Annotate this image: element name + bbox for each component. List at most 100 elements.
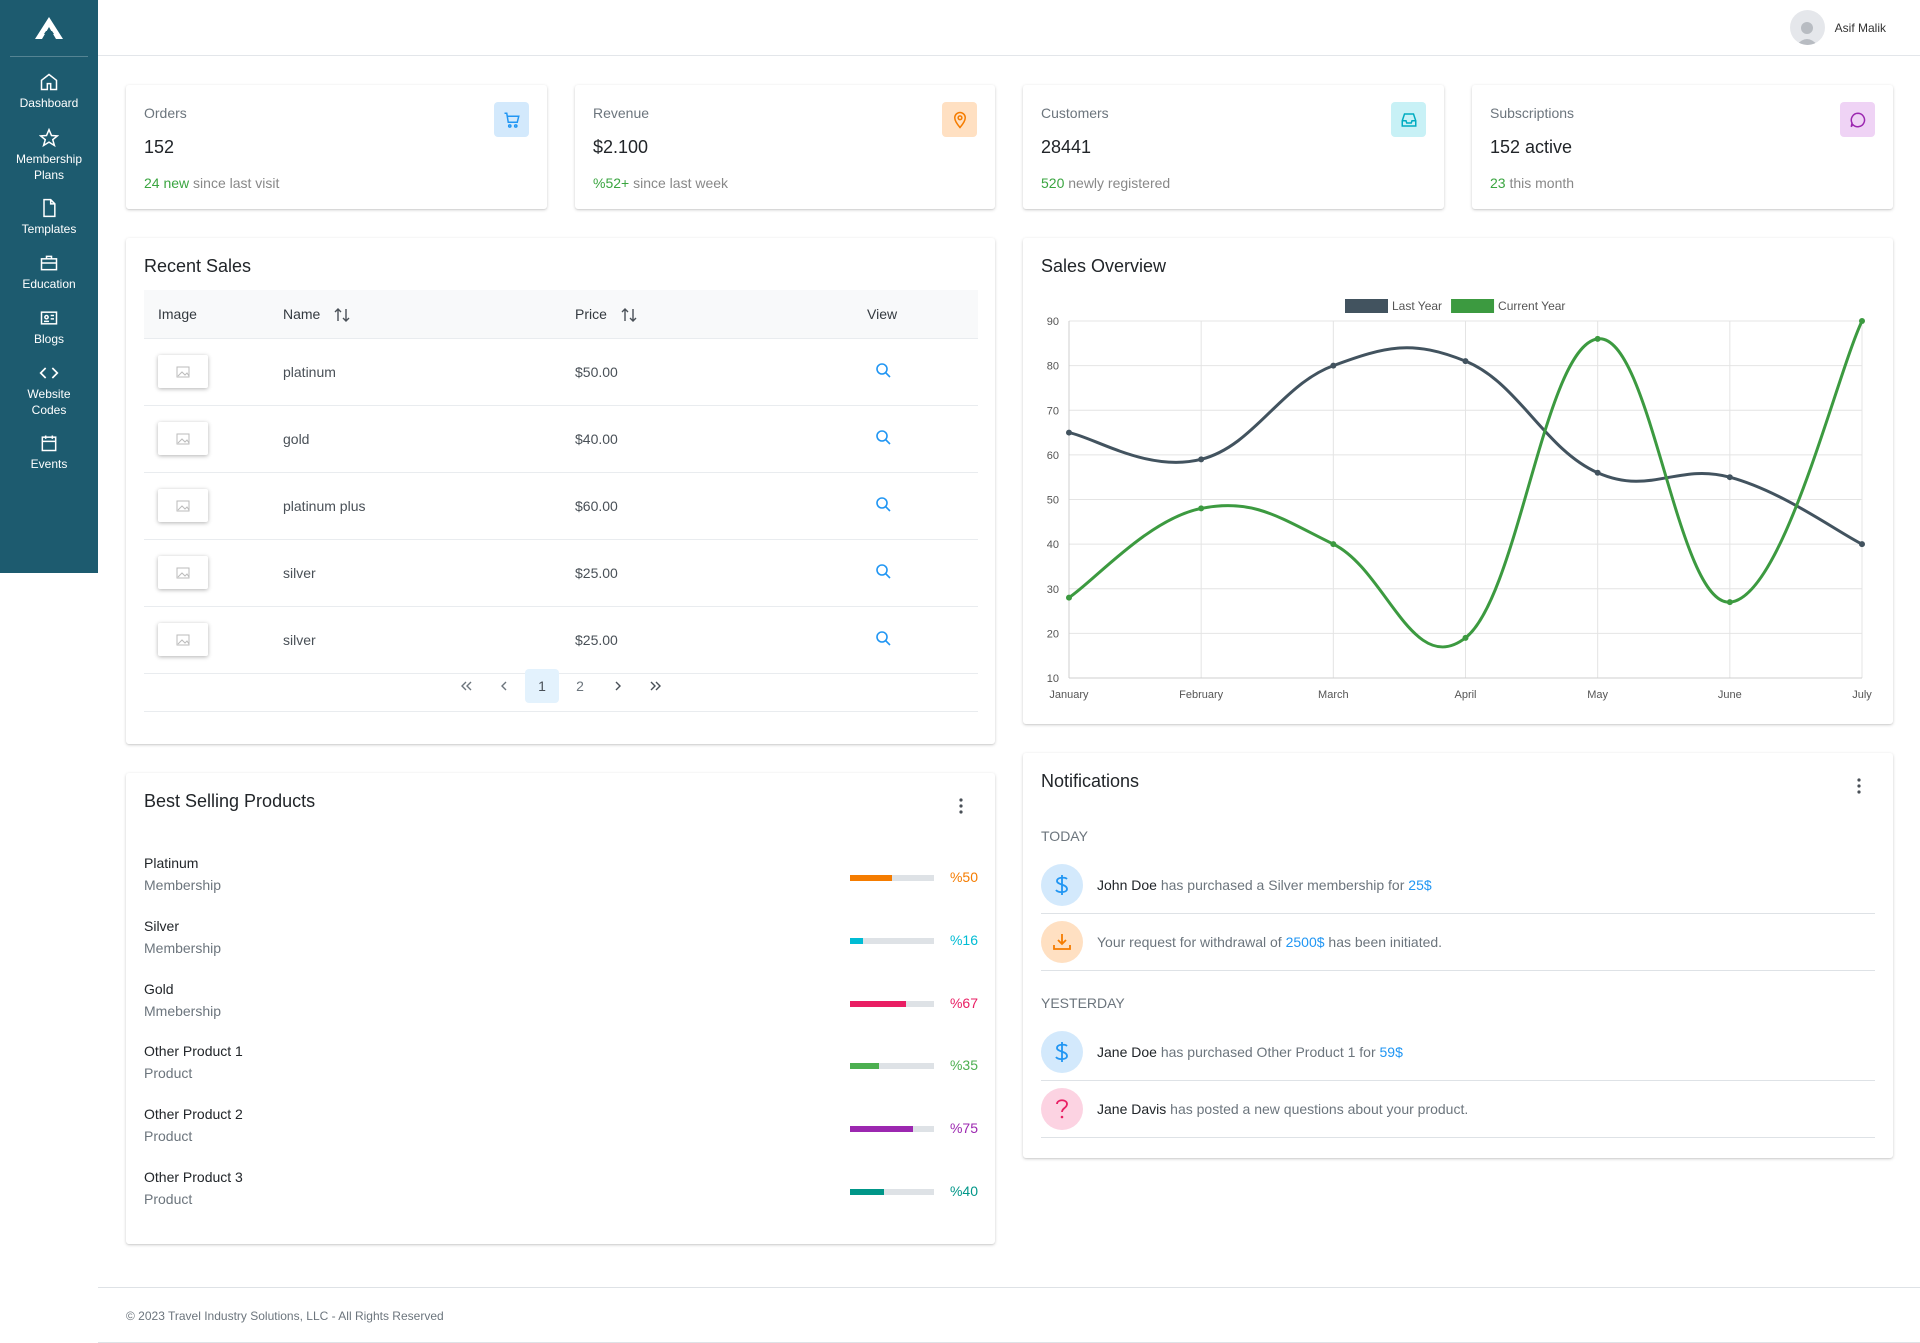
notification-icon-box xyxy=(1041,1031,1083,1073)
page-button-2[interactable]: 2 xyxy=(576,677,584,694)
sales-overview-card: Sales Overview 10 20 30 40 50 60 70 80 90 January… xyxy=(1023,238,1893,724)
more-options-button[interactable] xyxy=(1849,776,1869,796)
stat-highlight: 23 xyxy=(1490,175,1506,191)
more-options-button[interactable] xyxy=(951,796,971,816)
legend-swatch xyxy=(1451,299,1495,313)
product-name: Other Product 3 xyxy=(144,1169,243,1185)
search-icon[interactable] xyxy=(875,429,891,445)
legend-label: Current Year xyxy=(1498,299,1565,313)
best-selling-item: Silver Membership %16 xyxy=(144,918,978,968)
best-selling-item: Other Product 1 Product %35 xyxy=(144,1043,978,1093)
next-page-button[interactable] xyxy=(601,669,635,703)
stat-card-subscriptions: Subscriptions 152 active 23 this month xyxy=(1472,85,1893,209)
sort-icon[interactable] xyxy=(334,307,350,322)
data-point xyxy=(1330,541,1337,548)
product-price: $60.00 xyxy=(561,472,853,540)
product-name: Platinum xyxy=(144,855,199,871)
chevrons-right-icon xyxy=(650,681,661,690)
stat-highlight: 520 xyxy=(1041,175,1065,191)
sidebar-item-events[interactable]: Events xyxy=(0,433,98,472)
product-image xyxy=(158,355,208,388)
x-tick-label: April xyxy=(1454,689,1476,701)
legend-label: Last Year xyxy=(1392,299,1442,313)
product-price: $40.00 xyxy=(561,405,853,473)
product-category: Mmebership xyxy=(144,1002,222,1019)
user-name: Asif Malik xyxy=(1834,20,1886,35)
product-name: Silver xyxy=(144,917,180,934)
user-menu[interactable]: Asif Malik xyxy=(1789,10,1886,45)
search-icon[interactable] xyxy=(875,563,891,579)
logo[interactable] xyxy=(10,0,88,57)
best-selling-item: Other Product 2 Product %75 xyxy=(144,1106,978,1156)
sort-icon[interactable] xyxy=(621,307,637,322)
logo-icon xyxy=(35,17,63,39)
stat-rest: this month xyxy=(1509,175,1575,191)
product-category: Membership xyxy=(144,939,222,956)
stat-value: 152 active xyxy=(1490,137,1573,157)
table-row: platinum $50.00 xyxy=(144,338,978,406)
product-name: silver xyxy=(269,606,561,674)
progress-fill xyxy=(850,875,892,881)
progress-label: %16 xyxy=(949,931,978,948)
sidebar-item-education[interactable]: Education xyxy=(0,253,98,292)
copyright-text: © 2023 Travel Industry Solutions, LLC - … xyxy=(126,1309,444,1323)
stat-label: Customers xyxy=(1041,105,1109,121)
x-tick-label: July xyxy=(1852,689,1872,701)
stat-sub: 24 new since last visit xyxy=(144,175,279,191)
progress-label: %35 xyxy=(949,1057,978,1074)
search-icon[interactable] xyxy=(875,630,891,646)
product-category: Membership xyxy=(144,877,222,893)
sidebar-item-membership-plans[interactable]: Membership Plans xyxy=(0,128,98,183)
column-header-price[interactable]: Price xyxy=(561,290,853,339)
x-tick-label: March xyxy=(1318,689,1349,701)
notification-item[interactable]: Your request for withdrawal of 2500$ has… xyxy=(1041,914,1875,971)
stat-highlight: 24 new xyxy=(144,175,190,191)
sidebar-item-website-codes[interactable]: Website Codes xyxy=(0,363,98,418)
data-point xyxy=(1066,429,1072,436)
table-row: silver $25.00 xyxy=(144,539,978,607)
data-point xyxy=(1462,358,1469,365)
product-category: Product xyxy=(144,1191,193,1207)
stat-icon-box xyxy=(942,102,977,137)
prev-page-button[interactable] xyxy=(487,669,521,703)
sidebar-item-blogs[interactable]: Blogs xyxy=(0,308,98,347)
best-selling-item: Other Product 3 Product %40 xyxy=(144,1169,978,1219)
product-name: silver xyxy=(269,539,561,607)
stat-rest: since last week xyxy=(633,175,729,191)
stat-icon-box xyxy=(494,102,529,137)
progress-bar xyxy=(850,1063,934,1070)
stat-card-orders: Orders 152 24 new since last visit xyxy=(126,85,547,209)
table-row: platinum plus $60.00 xyxy=(144,472,978,540)
notification-item[interactable]: Jane Davis has posted a new questions ab… xyxy=(1041,1081,1875,1138)
column-header-name[interactable]: Name xyxy=(269,290,561,339)
x-tick-label: May xyxy=(1587,689,1608,701)
progress-bar xyxy=(850,875,934,881)
best-selling-card: Best Selling Products Platinum Membership… xyxy=(126,773,995,1244)
sidebar-item-templates[interactable]: Templates xyxy=(0,198,98,237)
briefcase-icon xyxy=(40,255,58,271)
y-tick-label: 20 xyxy=(1047,628,1059,640)
y-tick-label: 40 xyxy=(1047,539,1059,551)
avatar xyxy=(1789,10,1825,45)
sidebar-item-dashboard[interactable]: Dashboard xyxy=(0,72,98,111)
stat-value: 152 xyxy=(144,137,175,157)
card-title: Sales Overview xyxy=(1041,256,1167,276)
page-button-1[interactable]: 1 xyxy=(525,668,559,703)
x-tick-label: February xyxy=(1179,689,1224,701)
notification-item[interactable]: John Doe has purchased a Silver membersh… xyxy=(1041,857,1875,914)
stat-card-customers: Customers 28441 520 newly registered xyxy=(1023,85,1444,209)
data-point xyxy=(1726,599,1733,606)
y-tick-label: 50 xyxy=(1047,495,1059,507)
product-category: Product xyxy=(144,1128,193,1145)
best-selling-item: Platinum Membership %50 xyxy=(144,855,978,905)
inbox-icon xyxy=(1401,112,1416,127)
last-page-button[interactable] xyxy=(639,669,673,703)
notification-item[interactable]: Jane Doe has purchased Other Product 1 f… xyxy=(1041,1024,1875,1081)
first-page-button[interactable] xyxy=(449,669,483,703)
stat-rest: newly registered xyxy=(1068,175,1171,191)
product-name: platinum plus xyxy=(269,472,561,540)
search-icon[interactable] xyxy=(875,496,891,512)
y-tick-label: 70 xyxy=(1047,405,1059,417)
section-label-yesterday: YESTERDAY xyxy=(1041,995,1125,1011)
search-icon[interactable] xyxy=(875,362,891,378)
